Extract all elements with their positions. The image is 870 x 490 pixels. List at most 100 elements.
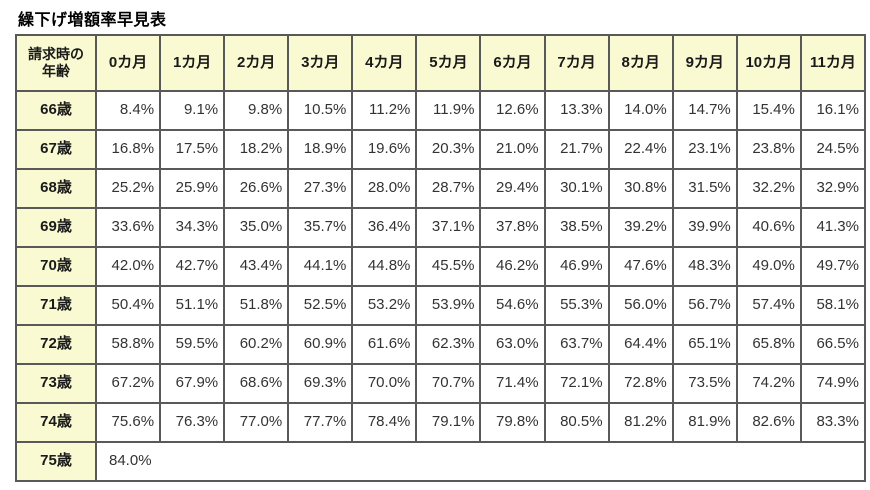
month-header-5: 5カ月	[415, 34, 482, 92]
rate-cell: 16.1%	[799, 90, 867, 131]
rate-cell: 59.5%	[159, 324, 226, 365]
rate-cell: 42.0%	[94, 246, 162, 287]
rate-cell: 71.4%	[479, 363, 546, 404]
rate-cell: 75.6%	[94, 402, 162, 443]
rate-cell: 39.9%	[671, 207, 738, 248]
rate-cell: 43.4%	[223, 246, 290, 287]
rate-cell: 21.7%	[543, 129, 610, 170]
rate-cell: 41.3%	[799, 207, 867, 248]
table-row-age-74: 74歳 75.6% 76.3% 77.0% 77.7% 78.4% 79.1% …	[15, 402, 867, 443]
rate-cell: 14.7%	[671, 90, 738, 131]
rate-cell: 58.1%	[799, 285, 867, 326]
rate-cell: 35.0%	[223, 207, 290, 248]
rate-cell: 72.8%	[607, 363, 674, 404]
rate-cell: 80.5%	[543, 402, 610, 443]
rate-cell: 68.6%	[223, 363, 290, 404]
rate-cell: 60.2%	[223, 324, 290, 365]
rate-cell: 24.5%	[799, 129, 867, 170]
month-header-10: 10カ月	[735, 34, 802, 92]
rate-cell: 67.9%	[159, 363, 226, 404]
rate-cell: 62.3%	[415, 324, 482, 365]
table-header-row: 請求時の 年齢 0カ月 1カ月 2カ月 3カ月 4カ月 5カ月 6カ月 7カ月 …	[15, 34, 867, 92]
month-header-2: 2カ月	[223, 34, 290, 92]
age-cell: 74歳	[15, 402, 97, 443]
table-row-age-73: 73歳 67.2% 67.9% 68.6% 69.3% 70.0% 70.7% …	[15, 363, 867, 404]
rate-cell: 28.0%	[351, 168, 418, 209]
month-header-11: 11カ月	[799, 34, 867, 92]
rate-cell: 26.6%	[223, 168, 290, 209]
rate-cell: 79.8%	[479, 402, 546, 443]
rate-cell: 16.8%	[94, 129, 162, 170]
rate-cell: 81.9%	[671, 402, 738, 443]
month-header-7: 7カ月	[543, 34, 610, 92]
rate-cell: 34.3%	[159, 207, 226, 248]
age-cell: 75歳	[15, 441, 97, 482]
rate-cell: 49.7%	[799, 246, 867, 287]
rate-cell: 44.1%	[287, 246, 354, 287]
rate-cell: 37.8%	[479, 207, 546, 248]
rate-cell: 81.2%	[607, 402, 674, 443]
table-row-age-72: 72歳 58.8% 59.5% 60.2% 60.9% 61.6% 62.3% …	[15, 324, 867, 365]
month-header-9: 9カ月	[671, 34, 738, 92]
rate-cell: 73.5%	[671, 363, 738, 404]
table-row-age-68: 68歳 25.2% 25.9% 26.6% 27.3% 28.0% 28.7% …	[15, 168, 867, 209]
rate-cell: 53.2%	[351, 285, 418, 326]
rate-cell: 18.2%	[223, 129, 290, 170]
rate-cell: 69.3%	[287, 363, 354, 404]
rate-cell: 30.8%	[607, 168, 674, 209]
rate-cell: 32.2%	[735, 168, 802, 209]
month-header-0: 0カ月	[94, 34, 162, 92]
rate-cell: 49.0%	[735, 246, 802, 287]
rate-cell: 51.1%	[159, 285, 226, 326]
table-row-age-69: 69歳 33.6% 34.3% 35.0% 35.7% 36.4% 37.1% …	[15, 207, 867, 248]
rate-cell: 76.3%	[159, 402, 226, 443]
rate-cell: 70.0%	[351, 363, 418, 404]
rate-cell: 67.2%	[94, 363, 162, 404]
rate-cell: 58.8%	[94, 324, 162, 365]
rate-cell: 61.6%	[351, 324, 418, 365]
rate-cell: 55.3%	[543, 285, 610, 326]
rate-cell: 9.8%	[223, 90, 290, 131]
rate-cell: 37.1%	[415, 207, 482, 248]
rate-cell: 77.0%	[223, 402, 290, 443]
rate-cell: 42.7%	[159, 246, 226, 287]
month-header-4: 4カ月	[351, 34, 418, 92]
rate-cell: 25.9%	[159, 168, 226, 209]
rate-cell: 32.9%	[799, 168, 867, 209]
table-row-age-66: 66歳 8.4% 9.1% 9.8% 10.5% 11.2% 11.9% 12.…	[15, 90, 867, 131]
rate-cell: 23.1%	[671, 129, 738, 170]
rate-cell: 74.9%	[799, 363, 867, 404]
rate-cell: 20.3%	[415, 129, 482, 170]
rate-cell: 25.2%	[94, 168, 162, 209]
rate-cell: 40.6%	[735, 207, 802, 248]
rate-cell: 29.4%	[479, 168, 546, 209]
rate-cell: 17.5%	[159, 129, 226, 170]
page-title: 繰下げ増額率早見表	[18, 12, 167, 29]
month-header-1: 1カ月	[159, 34, 226, 92]
rate-cell: 64.4%	[607, 324, 674, 365]
rate-cell: 30.1%	[543, 168, 610, 209]
rate-cell: 79.1%	[415, 402, 482, 443]
rate-cell: 82.6%	[735, 402, 802, 443]
corner-header-age-at-claim: 請求時の 年齢	[15, 34, 97, 92]
age-cell: 69歳	[15, 207, 97, 248]
rate-cell: 74.2%	[735, 363, 802, 404]
table-row-age-67: 67歳 16.8% 17.5% 18.2% 18.9% 19.6% 20.3% …	[15, 129, 867, 170]
rate-cell: 83.3%	[799, 402, 867, 443]
rate-cell: 77.7%	[287, 402, 354, 443]
deferral-rate-table: 請求時の 年齢 0カ月 1カ月 2カ月 3カ月 4カ月 5カ月 6カ月 7カ月 …	[15, 34, 867, 482]
rate-cell: 66.5%	[799, 324, 867, 365]
month-header-8: 8カ月	[607, 34, 674, 92]
rate-cell: 19.6%	[351, 129, 418, 170]
rate-cell: 35.7%	[287, 207, 354, 248]
rate-cell: 56.7%	[671, 285, 738, 326]
rate-cell: 11.2%	[351, 90, 418, 131]
rate-cell: 53.9%	[415, 285, 482, 326]
rate-cell: 28.7%	[415, 168, 482, 209]
table-row-age-75: 75歳 84.0%	[15, 441, 866, 482]
rate-cell: 48.3%	[671, 246, 738, 287]
age-cell: 72歳	[15, 324, 97, 365]
rate-cell: 57.4%	[735, 285, 802, 326]
rate-cell: 52.5%	[287, 285, 354, 326]
rate-cell: 65.8%	[735, 324, 802, 365]
